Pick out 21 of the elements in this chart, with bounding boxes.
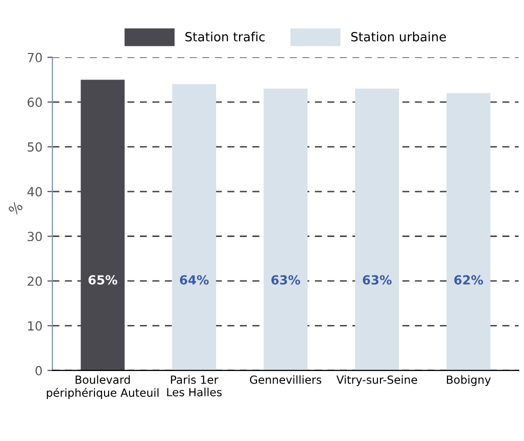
- y-tick-label: 50: [28, 142, 42, 152]
- legend-label: Station trafic: [185, 32, 265, 42]
- data-label: 64%: [180, 275, 209, 285]
- x-tick-label: Vitry-sur-Seine: [336, 375, 418, 386]
- y-tick-label: 10: [28, 321, 42, 331]
- legend-label: Station urbaine: [351, 32, 446, 42]
- x-tick-label: Gennevilliers: [250, 375, 322, 384]
- y-tick-label: 70: [28, 52, 42, 62]
- x-tick-label: Boulevard périphérique Auteuil: [46, 375, 158, 400]
- data-label: 63%: [271, 275, 300, 285]
- y-tick-label: 0: [36, 366, 42, 376]
- y-tick-label: 40: [27, 186, 42, 196]
- y-axis-title: %: [8, 200, 24, 216]
- data-label: 65%: [88, 275, 118, 285]
- y-tick-label: 20: [28, 276, 42, 286]
- data-label: 63%: [362, 275, 392, 285]
- y-tick-label: 30: [28, 232, 42, 242]
- data-label: 62%: [454, 275, 484, 285]
- x-tick-label: Paris 1er Les Halles: [167, 375, 222, 396]
- y-tick-label: 60: [28, 98, 42, 107]
- x-tick-label: Bobigny: [446, 375, 491, 386]
